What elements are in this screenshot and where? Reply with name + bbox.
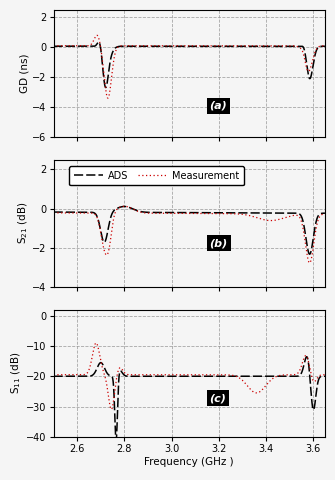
Text: (c): (c) (210, 393, 226, 403)
Legend: ADS, Measurement: ADS, Measurement (69, 166, 245, 185)
X-axis label: Frequency (GHz ): Frequency (GHz ) (144, 456, 234, 467)
Text: (b): (b) (210, 238, 228, 248)
Text: (a): (a) (210, 101, 227, 111)
Y-axis label: S$_{11}$ (dB): S$_{11}$ (dB) (10, 352, 23, 395)
Y-axis label: GD (ns): GD (ns) (19, 53, 29, 93)
Y-axis label: S$_{21}$ (dB): S$_{21}$ (dB) (16, 202, 29, 244)
